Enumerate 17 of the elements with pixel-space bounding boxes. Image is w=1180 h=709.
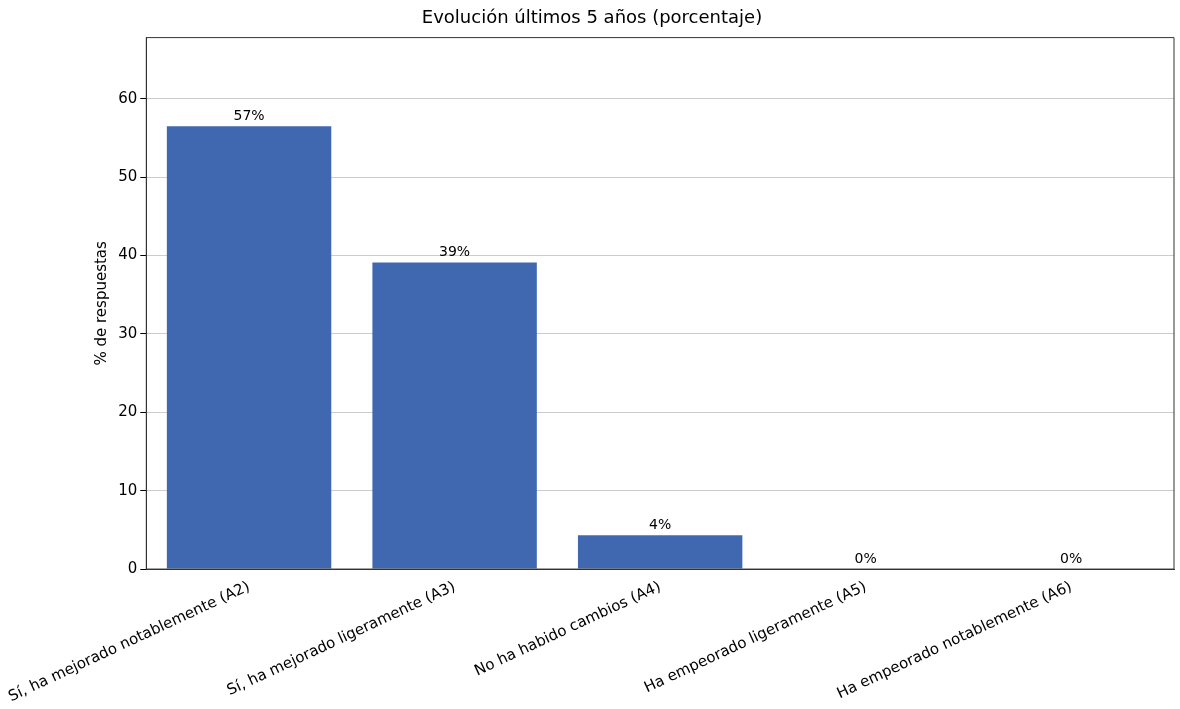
bar (166, 126, 332, 569)
bar (577, 535, 743, 569)
y-tick-label: 40 (118, 245, 138, 264)
data-label: 57% (233, 106, 265, 123)
y-tick-label: 50 (118, 167, 138, 186)
y-tick-label: 60 (118, 88, 138, 107)
data-label: 0% (854, 549, 877, 566)
y-tick-label: 10 (118, 480, 138, 499)
y-axis-title: % de respuestas (92, 240, 111, 366)
y-tick-label: 20 (118, 402, 138, 421)
bar (372, 262, 537, 569)
data-label: 39% (439, 243, 471, 260)
data-label: 0% (1060, 549, 1083, 566)
y-tick-label: 30 (118, 323, 138, 342)
y-tick-label: 0 (127, 558, 138, 577)
chart-title: Evolución últimos 5 años (porcentaje) (421, 6, 763, 28)
data-label: 4% (649, 516, 672, 532)
